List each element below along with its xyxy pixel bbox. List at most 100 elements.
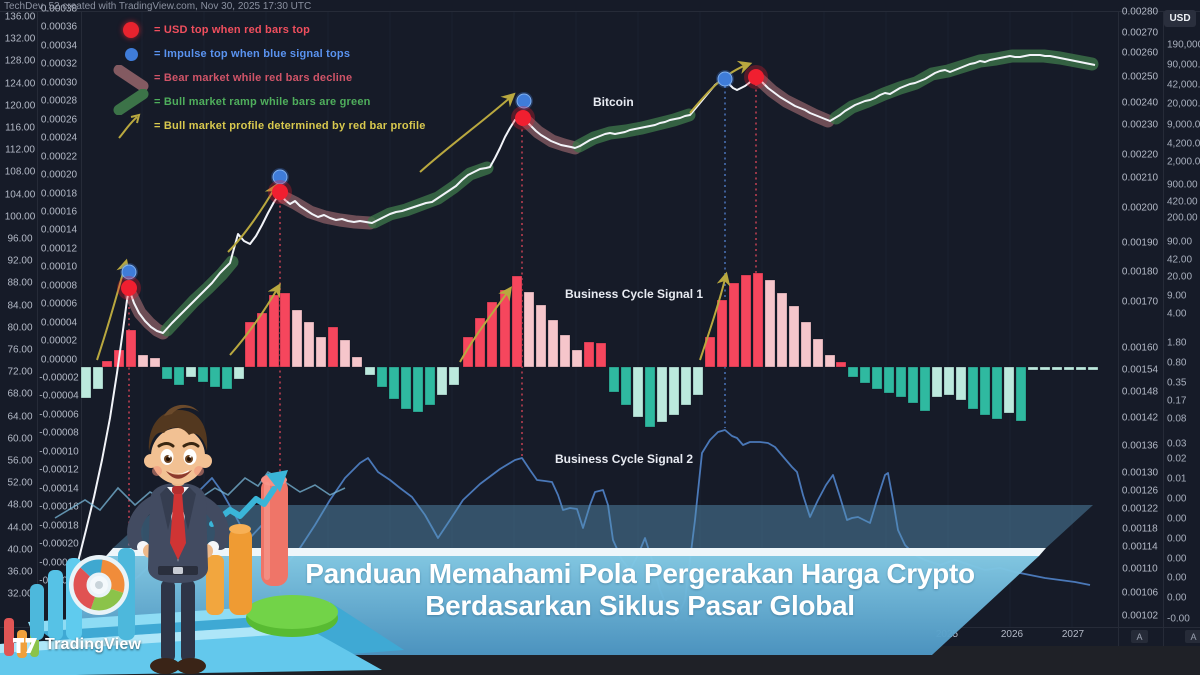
signal1-bar — [424, 366, 436, 406]
banner-title-line1: Panduan Memahami Pola Pergerakan Harga C… — [305, 558, 975, 589]
axis-tick-label: 108.00 — [4, 166, 36, 178]
signal1-bar — [692, 366, 704, 396]
tradingview-logo[interactable]: TradingView — [12, 636, 141, 654]
axis-tick-label: 900.00 — [1167, 179, 1198, 191]
signal1-bar — [907, 366, 919, 404]
signal1-bar — [583, 341, 595, 368]
year-label: 2026 — [1000, 629, 1024, 640]
axis-tick-label: 48.00 — [7, 499, 33, 511]
axis-tick-label: 0.00030 — [40, 77, 78, 89]
signal1-bar — [125, 329, 137, 368]
usd-top-marker — [515, 110, 531, 126]
signal1-bar — [728, 282, 740, 368]
signal1-bar — [80, 366, 92, 399]
bitcoin-price-line — [77, 54, 1096, 563]
axis-tick-label: 0.00002 — [40, 335, 78, 347]
signal1-bar — [595, 342, 607, 368]
currency-badge[interactable]: USD — [1164, 10, 1196, 27]
axis-tick-label: 128.00 — [4, 55, 36, 67]
axis-tick-label: -0.00004 — [39, 390, 79, 402]
signal1-bar — [173, 366, 185, 386]
signal1-bar — [327, 326, 339, 368]
tradingview-logo-label: TradingView — [45, 636, 142, 653]
signal1-bar — [859, 366, 871, 384]
axis-tick-label: 116.00 — [5, 122, 35, 134]
banner-title-line2: Berdasarkan Siklus Pasar Global — [425, 590, 855, 621]
axis-tick-label: 56.00 — [7, 455, 33, 467]
axis-tick-label: 42,000.00 — [1167, 79, 1200, 91]
axis-tick-label: 0.00250 — [1121, 71, 1159, 83]
axis-tick-label: 0.00210 — [1121, 172, 1159, 184]
axis-tick-label: 40.00 — [7, 544, 33, 556]
signal1-bar — [137, 354, 149, 368]
legend: = USD top when red bars top = Impulse top… — [108, 18, 426, 139]
axis-tick-label: 0.00012 — [40, 243, 78, 255]
signal1-bar — [1087, 366, 1099, 371]
signal1-bar — [776, 292, 788, 368]
auto-scale-button[interactable]: A — [1131, 630, 1148, 643]
axis-tick-label: 0.00160 — [1121, 342, 1159, 354]
bull-profile-arrow — [459, 286, 513, 363]
usd-top-marker — [121, 280, 137, 296]
axis-tick-label: 0.00230 — [1121, 119, 1159, 131]
axis-tick-label: 0.00200 — [1121, 202, 1159, 214]
bear-band-icon — [108, 65, 154, 91]
axis-tick-label: -0.00016 — [39, 501, 79, 513]
signal1-bar — [931, 366, 943, 398]
growth-arrow-icon — [209, 470, 288, 527]
axis-tick-label: 52.00 — [7, 477, 33, 489]
axis-tick-label: 0.00026 — [40, 114, 78, 126]
signal1-bar — [1063, 366, 1075, 371]
signal1-bar — [486, 301, 498, 368]
axis-tick-label: -0.00022 — [39, 557, 79, 568]
axis-tick-label: 0.00270 — [1121, 27, 1159, 39]
axis-tick-label: 0.00148 — [1121, 386, 1159, 398]
signal1-bar — [351, 356, 363, 368]
signal1-bar — [788, 305, 800, 368]
axis-tick-label: 0.00020 — [40, 169, 78, 181]
axis-tick-label: 0.00106 — [1121, 587, 1159, 599]
signal1-bar — [752, 272, 764, 368]
signal1-bar — [955, 366, 967, 401]
axis-tick-label: 0.00 — [1167, 513, 1187, 525]
signal1-bar — [92, 366, 104, 390]
signal1-bar — [847, 366, 859, 378]
banner-title: Panduan Memahami Pola Pergerakan Harga C… — [250, 558, 1030, 622]
signal1-bar — [388, 366, 400, 400]
axis-tick-label: 0.00038 — [40, 3, 78, 15]
signal1-bar — [1015, 366, 1027, 422]
axis-tick-label: 0.00180 — [1121, 266, 1159, 278]
year-label: 2027 — [1061, 629, 1085, 640]
signal1-bar — [221, 366, 233, 390]
signal1-bar — [967, 366, 979, 410]
axis-tick-label: 0.00136 — [1121, 440, 1159, 452]
axis-tick-label: 0.03 — [1167, 438, 1187, 450]
legend-item: = Bear market while red bars decline — [108, 65, 426, 91]
axis-tick-label: 0.00170 — [1121, 296, 1159, 308]
axis-tick-label: 90.00 — [1167, 236, 1193, 248]
axis-tick-label: 0.17 — [1167, 395, 1187, 407]
axis-tick-label: 0.01 — [1167, 473, 1187, 485]
axis-tick-label: 0.00102 — [1121, 610, 1159, 622]
usd-top-marker — [748, 69, 764, 85]
signal1-bar — [197, 366, 209, 383]
axis-tick-label: 64.00 — [7, 411, 33, 423]
axis-tick-label: 112.00 — [5, 144, 35, 156]
axis-tick-label: 0.00240 — [1121, 97, 1159, 109]
axis-tick-label: 2,000.00 — [1167, 156, 1200, 168]
axis-tick-label: 0.00018 — [40, 188, 78, 199]
axis-separator — [37, 11, 38, 646]
axis-tick-label: 0.00280 — [1121, 6, 1159, 18]
signal1-bar — [800, 321, 812, 368]
signal1-bar — [559, 334, 571, 368]
auto-scale-button[interactable]: A — [1185, 630, 1200, 643]
axis-tick-label: 92.00 — [7, 255, 33, 267]
axis-tick-label: 4.00 — [1167, 308, 1187, 320]
signal1-bar — [1027, 366, 1039, 371]
axis-tick-label: 60.00 — [7, 433, 33, 445]
donut-chart-icon — [69, 555, 129, 615]
signal1-bar — [716, 299, 728, 368]
impulse-top-marker — [121, 264, 137, 280]
